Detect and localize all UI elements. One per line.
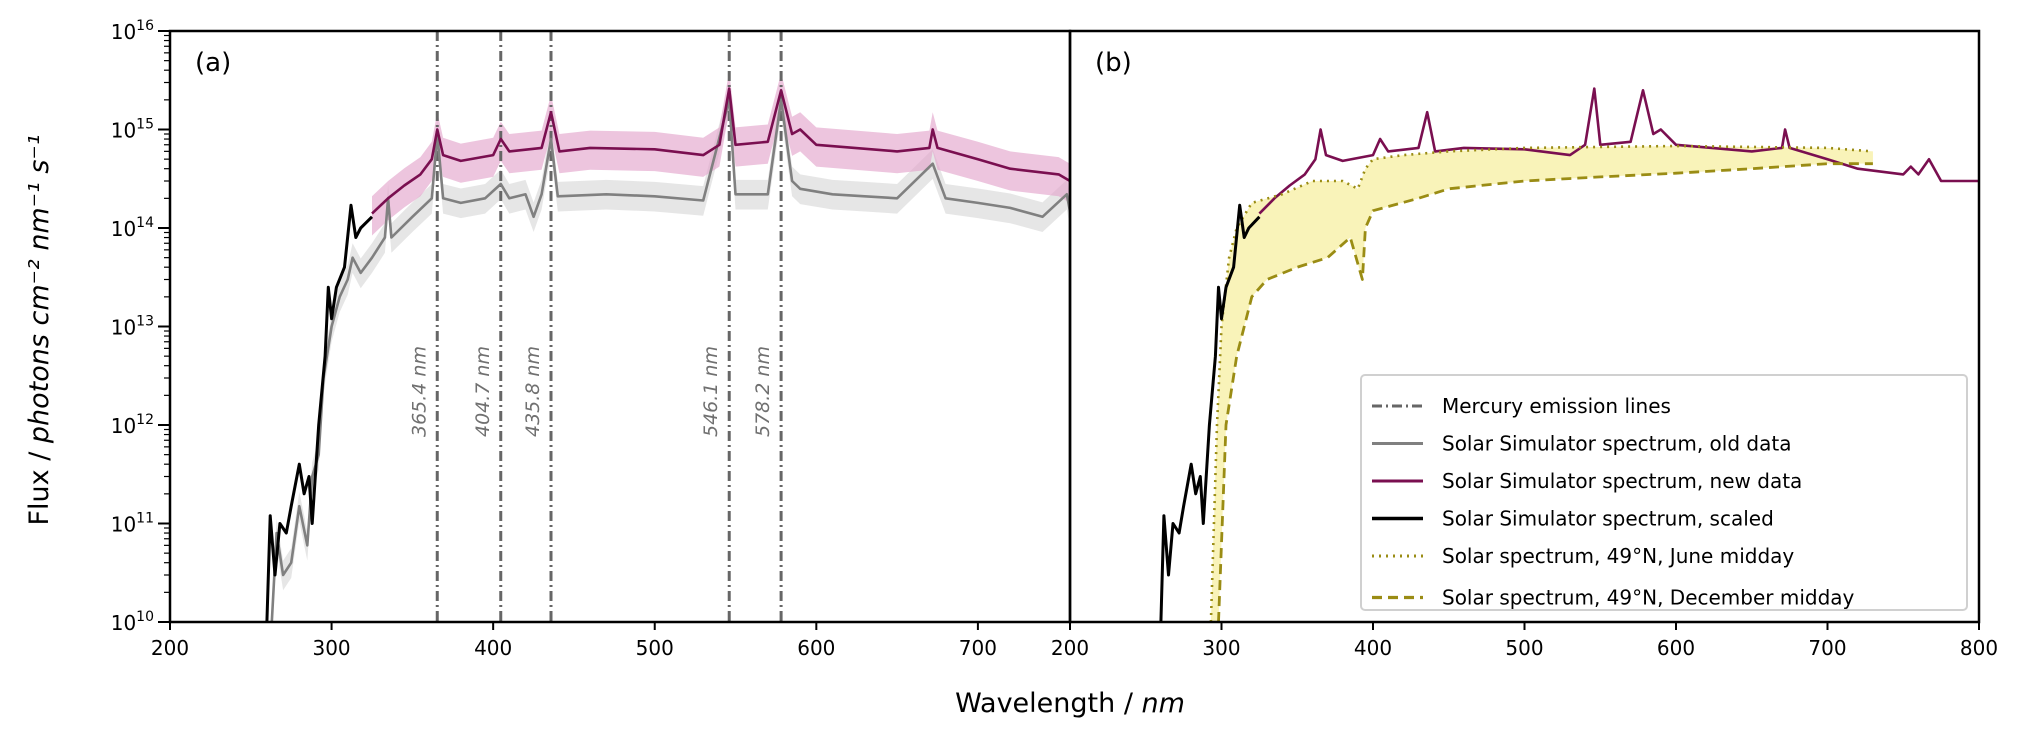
scaled-series-line bbox=[1159, 203, 1261, 622]
new-series-line bbox=[371, 87, 1070, 215]
x-tick-label: 200 bbox=[151, 636, 189, 660]
legend-label-old: Solar Simulator spectrum, old data bbox=[1442, 432, 1791, 456]
legend-label-scaled: Solar Simulator spectrum, scaled bbox=[1442, 507, 1774, 531]
legend-label-new: Solar Simulator spectrum, new data bbox=[1442, 469, 1802, 493]
legend-label-june: Solar spectrum, 49°N, June midday bbox=[1442, 544, 1794, 568]
y-tick-label: 1014 bbox=[111, 215, 154, 241]
x-tick-label: 400 bbox=[1354, 636, 1392, 660]
panel-a: 365.4 nm 404.7 nm 435.8 nm 546.1 nm 578.2 nm… bbox=[111, 18, 1072, 660]
scaled-series-line bbox=[265, 203, 374, 622]
mercury-line-label: 435.8 nm bbox=[522, 346, 544, 437]
plot-area bbox=[265, 31, 1070, 622]
legend-label-mercury: Mercury emission lines bbox=[1442, 394, 1671, 418]
y-tick-label: 1011 bbox=[111, 511, 154, 537]
mercury-line-label: 404.7 nm bbox=[472, 346, 494, 437]
legend: Mercury emission lines Solar Simulator sp… bbox=[1360, 374, 1968, 611]
x-tick-label: 300 bbox=[1202, 636, 1240, 660]
panel-b: 200 300 400 500 600 700 800 (b) bbox=[1051, 29, 1998, 660]
y-tick-label: 1016 bbox=[111, 18, 154, 44]
mercury-line-label: 365.4 nm bbox=[408, 346, 430, 437]
y-tick-label: 1013 bbox=[111, 314, 154, 340]
y-tick-label: 1010 bbox=[111, 609, 154, 635]
legend-label-december: Solar spectrum, 49°N, December midday bbox=[1442, 586, 1855, 610]
x-tick-label: 800 bbox=[1960, 636, 1998, 660]
y-tick-label: 1012 bbox=[111, 412, 154, 438]
old-uncertainty-band bbox=[271, 85, 1070, 622]
x-tick-label: 300 bbox=[312, 636, 350, 660]
new-series-line bbox=[1258, 87, 1979, 215]
x-tick-label: 700 bbox=[959, 636, 997, 660]
mercury-line-label: 546.1 nm bbox=[700, 346, 722, 437]
panel-label: (b) bbox=[1095, 48, 1132, 78]
x-tick-label: 600 bbox=[797, 636, 835, 660]
x-tick-label: 500 bbox=[1505, 636, 1543, 660]
mercury-line-label: 578.2 nm bbox=[752, 346, 774, 437]
x-tick-label: 400 bbox=[474, 636, 512, 660]
x-tick-label: 500 bbox=[636, 636, 674, 660]
x-tick-label: 700 bbox=[1808, 636, 1846, 660]
y-tick-label: 1015 bbox=[111, 117, 154, 143]
x-tick-label: 200 bbox=[1051, 636, 1089, 660]
x-axis-label: Wavelength / nm bbox=[955, 688, 1185, 719]
plot-area bbox=[1159, 87, 1979, 622]
december-series-line bbox=[1217, 162, 1873, 622]
y-axis-label: Flux / photons cm⁻² nm⁻¹ s⁻¹ bbox=[24, 134, 55, 525]
legend-box bbox=[1360, 374, 1968, 611]
panel-label: (a) bbox=[195, 48, 231, 78]
new-uncertainty-band bbox=[372, 71, 1070, 236]
x-tick-label: 600 bbox=[1657, 636, 1695, 660]
